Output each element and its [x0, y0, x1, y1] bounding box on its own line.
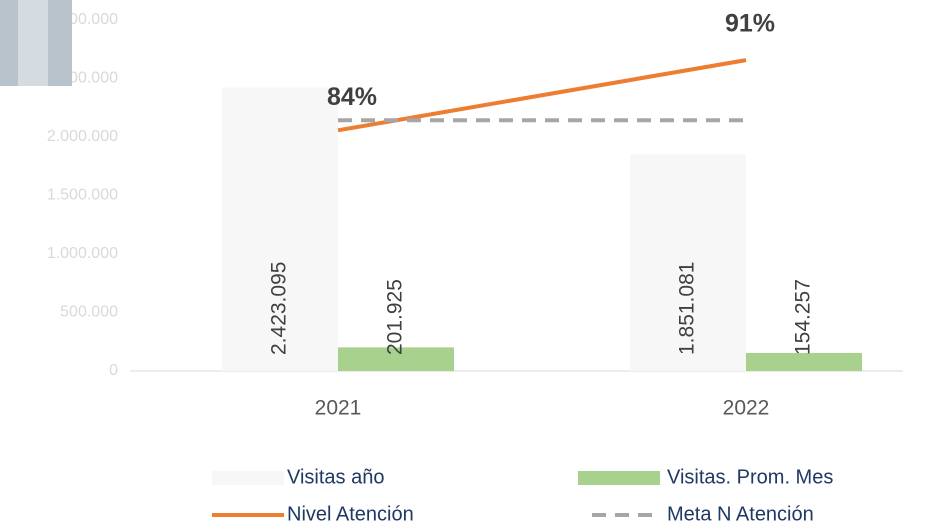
photo-highlight: [18, 0, 48, 86]
legend-label: Nivel Atención: [287, 503, 414, 525]
legend-label: Visitas año: [287, 466, 384, 488]
legend-label: Visitas. Prom. Mes: [667, 466, 833, 488]
data-label: 2.423.095: [268, 262, 291, 355]
y-tick-label: 500.000: [60, 304, 118, 321]
data-label: 154.257: [792, 279, 815, 355]
y-tick-label: 1.500.000: [47, 187, 118, 204]
data-label: 84%: [327, 83, 377, 111]
x-tick-label: 2022: [723, 397, 770, 420]
y-tick-label: 2.000.000: [47, 128, 118, 145]
legend-swatch: [578, 471, 660, 485]
y-tick-label: 1.000.000: [47, 245, 118, 262]
y-tick-label: 0: [109, 362, 118, 379]
data-label: 1.851.081: [676, 262, 699, 355]
x-tick-label: 2021: [315, 397, 362, 420]
bar: [746, 352, 862, 371]
line: [337, 58, 747, 133]
data-label: 201.925: [384, 279, 407, 355]
data-label: 91%: [725, 10, 775, 38]
bar: [222, 87, 338, 371]
legend-swatch: [212, 471, 284, 485]
bar: [338, 347, 454, 371]
bar: [630, 154, 746, 371]
legend-label: Meta N Atención: [667, 503, 814, 525]
